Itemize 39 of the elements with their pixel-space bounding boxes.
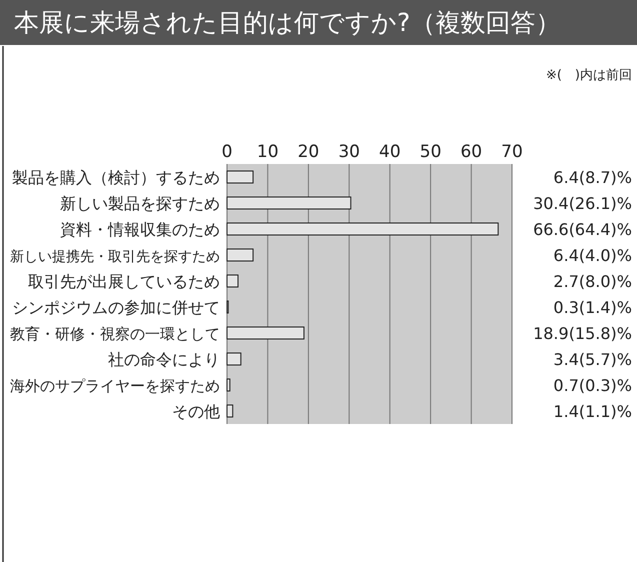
y-tick-label: 社の命令により <box>108 350 220 369</box>
y-tick-label: 取引先が出展しているため <box>28 272 220 291</box>
bar <box>226 326 304 340</box>
bar <box>226 404 234 418</box>
y-tick-label: 資料・情報収集のため <box>60 220 220 239</box>
bar <box>226 248 254 262</box>
x-tick-label: 40 <box>379 142 401 162</box>
x-tick-label: 10 <box>256 142 279 162</box>
y-tick-label: その他 <box>172 402 220 421</box>
data-label: 18.9(15.8)% <box>533 324 632 343</box>
data-label: 0.7(0.3)% <box>553 376 632 395</box>
bar <box>226 378 230 392</box>
data-label: 2.7(8.0)% <box>553 272 632 291</box>
bar <box>226 222 499 236</box>
text: ※( )内は前回 <box>546 68 632 83</box>
data-label: 6.4(8.7)% <box>553 168 632 187</box>
bar <box>226 170 254 184</box>
data-label: 30.4(26.1)% <box>533 194 632 213</box>
y-tick-label: 新しい製品を探すため <box>60 194 220 213</box>
bar <box>226 274 238 288</box>
x-tick-label: 20 <box>298 142 320 162</box>
y-tick-label: シンポジウムの参加に併せて <box>12 298 220 317</box>
bar <box>226 196 352 210</box>
x-tick-label: 60 <box>460 142 482 162</box>
bar <box>226 352 242 366</box>
x-tick-label: 70 <box>501 142 523 162</box>
x-tick-label: 0 <box>222 142 232 162</box>
data-label: 0.3(1.4)% <box>553 298 632 317</box>
data-label: 1.4(1.1)% <box>553 402 632 421</box>
data-label: 6.4(4.0)% <box>553 246 632 265</box>
y-tick-label: 新しい提携先・取引先を探すため <box>10 249 220 265</box>
y-tick-label: 海外のサプライヤーを探すため <box>10 377 220 395</box>
x-tick-label: 30 <box>338 142 360 162</box>
x-tick-label: 50 <box>420 142 442 162</box>
chart-title: 本展に来場された目的は何ですか?（複数回答） <box>14 8 560 37</box>
y-tick-label: 教育・研修・視察の一環として <box>10 325 220 343</box>
y-tick-label: 製品を購入（検討）するため <box>12 168 220 187</box>
data-label: 3.4(5.7)% <box>553 350 632 369</box>
data-label: 66.6(64.4)% <box>533 220 632 239</box>
